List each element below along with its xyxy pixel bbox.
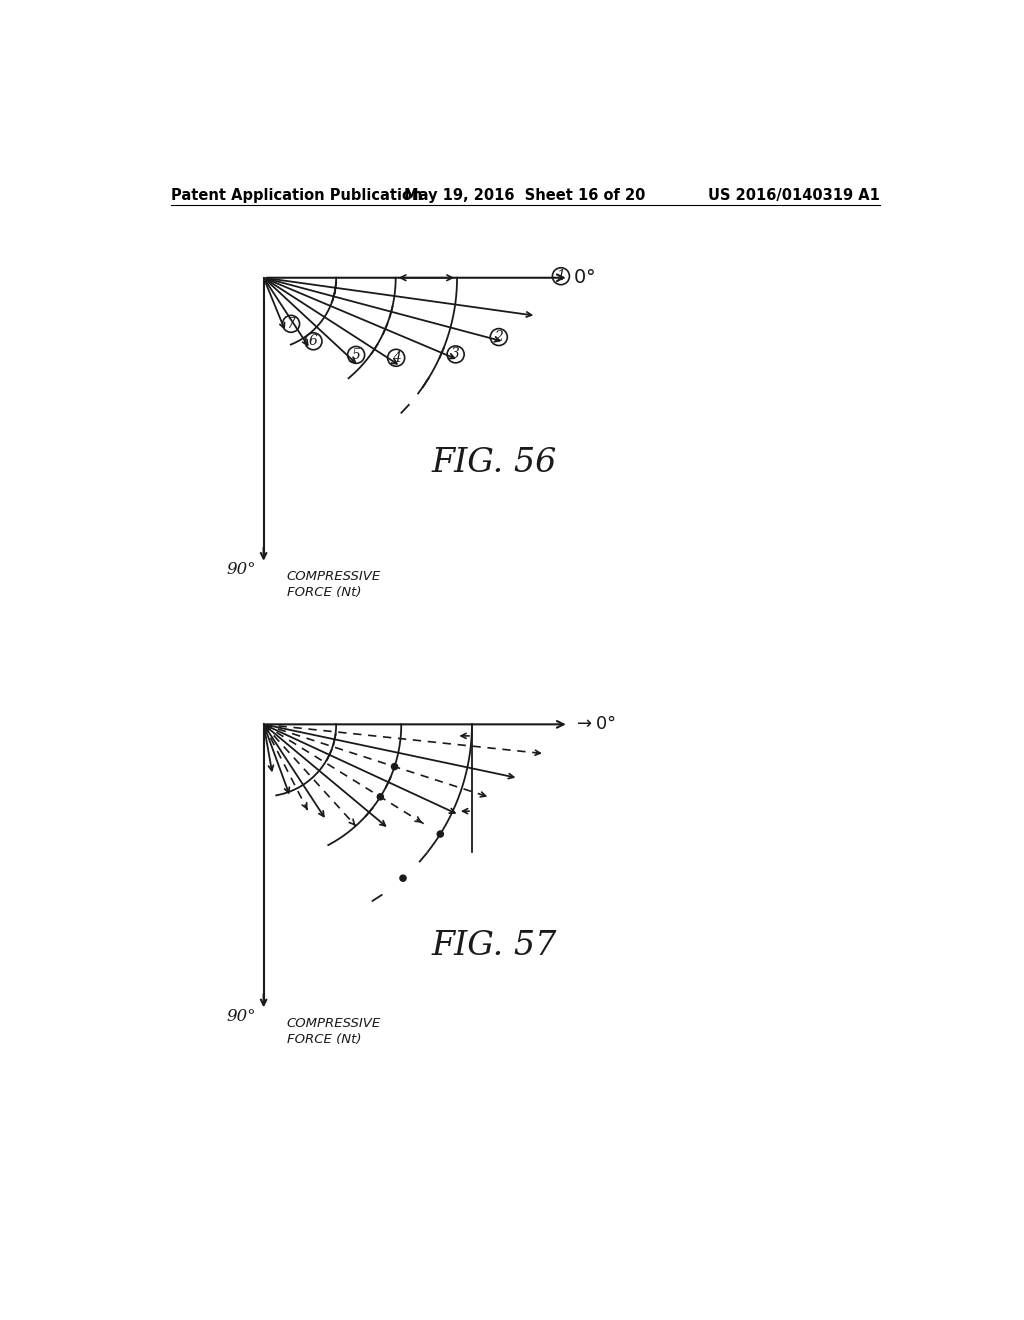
- Text: 4: 4: [392, 351, 400, 364]
- Text: FIG. 57: FIG. 57: [431, 931, 557, 962]
- Text: 2: 2: [495, 330, 503, 345]
- Text: US 2016/0140319 A1: US 2016/0140319 A1: [708, 187, 880, 203]
- Text: COMPRESSIVE
FORCE (Nt): COMPRESSIVE FORCE (Nt): [287, 570, 381, 599]
- Text: $0°$: $0°$: [573, 269, 596, 286]
- Text: 6: 6: [309, 334, 317, 348]
- Text: 90°: 90°: [226, 1008, 256, 1026]
- Text: 90°: 90°: [226, 561, 256, 578]
- Text: 7: 7: [287, 317, 296, 331]
- Text: Patent Application Publication: Patent Application Publication: [171, 187, 422, 203]
- Text: COMPRESSIVE
FORCE (Nt): COMPRESSIVE FORCE (Nt): [287, 1016, 381, 1045]
- Text: 3: 3: [452, 347, 460, 362]
- Circle shape: [391, 763, 397, 770]
- Circle shape: [400, 875, 407, 882]
- Circle shape: [377, 793, 383, 800]
- Text: 1: 1: [556, 269, 565, 284]
- Text: FIG. 56: FIG. 56: [431, 446, 557, 479]
- Text: $\rightarrow 0°$: $\rightarrow 0°$: [573, 715, 616, 734]
- Circle shape: [437, 832, 443, 837]
- Text: 5: 5: [351, 348, 360, 362]
- Text: May 19, 2016  Sheet 16 of 20: May 19, 2016 Sheet 16 of 20: [404, 187, 645, 203]
